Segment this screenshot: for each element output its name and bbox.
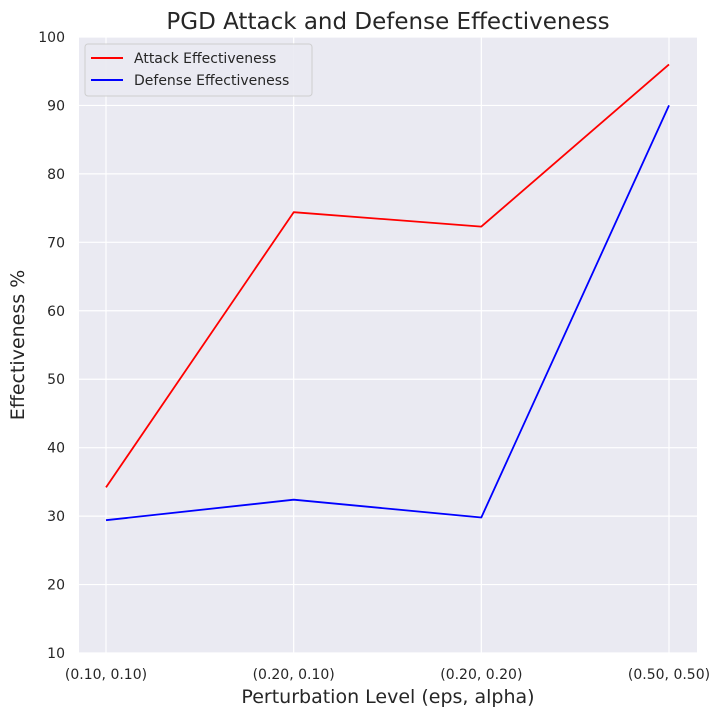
y-tick-label: 10 xyxy=(47,646,65,662)
chart-title: PGD Attack and Defense Effectiveness xyxy=(166,9,609,35)
y-axis-label: Effectiveness % xyxy=(7,270,29,421)
series-line-attack xyxy=(105,63,670,488)
series-line-defense xyxy=(105,105,670,522)
x-tick-label: (0.20, 0.10) xyxy=(253,667,335,683)
y-tick-label: 100 xyxy=(38,30,65,46)
y-tick-label: 90 xyxy=(47,98,65,114)
y-tick-label: 70 xyxy=(47,235,65,251)
grid xyxy=(79,36,697,654)
y-tick-label: 50 xyxy=(47,372,65,388)
y-tick-label: 30 xyxy=(47,509,65,525)
y-tick-label: 20 xyxy=(47,578,65,594)
x-tick-label: (0.20, 0.20) xyxy=(440,667,522,683)
series-layer xyxy=(105,63,670,522)
y-tick-label: 80 xyxy=(47,167,65,183)
y-tick-label: 60 xyxy=(47,304,65,320)
y-tick-label: 40 xyxy=(47,441,65,457)
legend-box xyxy=(84,43,313,97)
x-tick-label: (0.10, 0.10) xyxy=(65,667,147,683)
legend-label-attack: Attack Effectiveness xyxy=(134,51,276,67)
y-tick-labels: 10 20 30 40 50 60 70 80 90 100 xyxy=(38,30,65,662)
x-tick-label: (0.50, 0.50) xyxy=(628,667,710,683)
x-tick-labels: (0.10, 0.10) (0.20, 0.10) (0.20, 0.20) (0.5… xyxy=(65,667,710,683)
plot-area xyxy=(79,37,697,653)
legend-label-defense: Defense Effectiveness xyxy=(134,73,289,89)
x-axis-label: Perturbation Level (eps, alpha) xyxy=(241,686,534,708)
legend: Attack Effectiveness Defense Effectivene… xyxy=(84,43,313,97)
